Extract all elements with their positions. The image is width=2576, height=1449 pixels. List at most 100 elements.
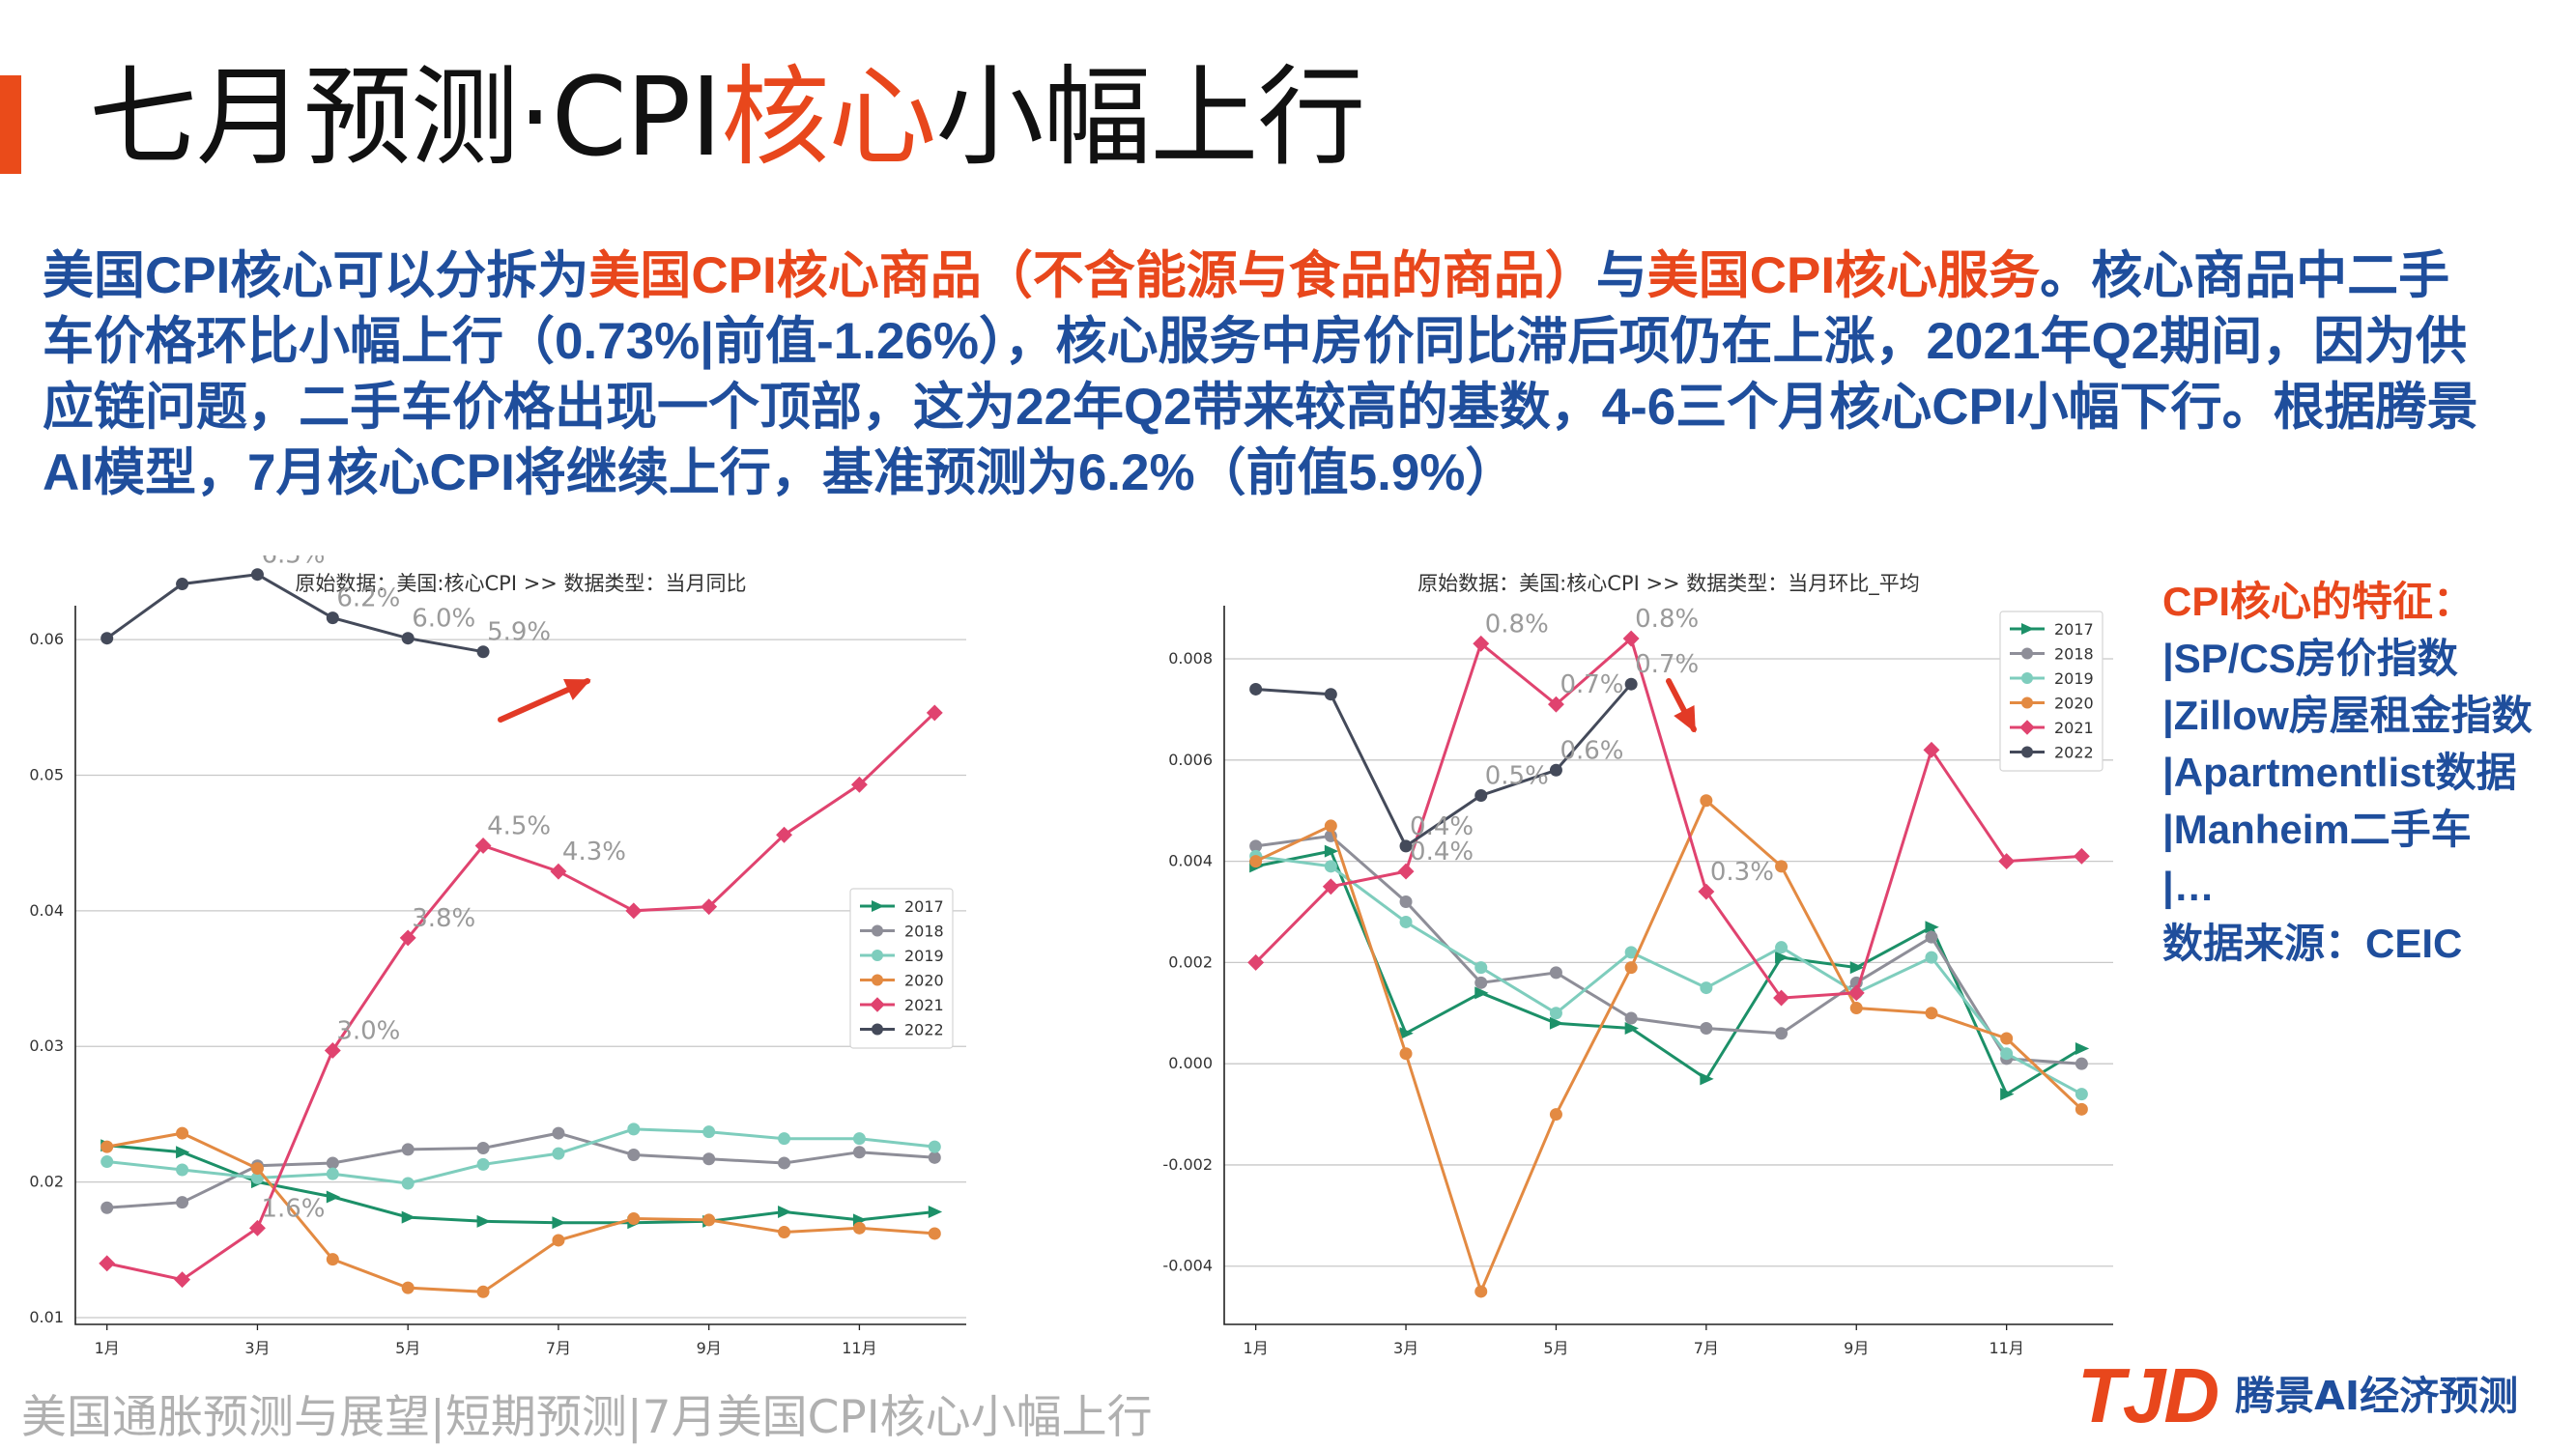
data-point — [326, 611, 339, 625]
data-point — [852, 1221, 866, 1235]
series-line — [106, 1131, 935, 1293]
trend-arrow — [498, 678, 591, 723]
data-point — [928, 1140, 941, 1153]
x-tick-label: 7月 — [1694, 1339, 1719, 1357]
data-point — [250, 1171, 264, 1184]
data-point — [401, 1210, 415, 1224]
data-point — [702, 1152, 716, 1166]
data-point — [850, 776, 868, 793]
legend-marker — [2019, 720, 2035, 735]
data-point — [1775, 1027, 1789, 1040]
data-point — [1549, 966, 1562, 980]
legend-label: 2022 — [904, 1021, 944, 1039]
data-label: 4.3% — [562, 838, 626, 867]
legend-item: 2022 — [2010, 744, 2094, 762]
legend-item: 2019 — [2010, 669, 2094, 688]
data-point — [1624, 1011, 1638, 1025]
data-label: 0.4% — [1410, 812, 1474, 841]
data-label: 0.4% — [1410, 838, 1474, 867]
x-tick-label: 5月 — [395, 1339, 420, 1357]
data-point — [476, 645, 490, 659]
legend-label: 2018 — [904, 923, 944, 941]
legend-label: 2017 — [2054, 620, 2094, 639]
series-2019 — [100, 1122, 941, 1190]
data-point — [250, 568, 264, 582]
data-point — [1923, 741, 1940, 758]
legend-marker — [2021, 623, 2035, 635]
data-point — [1775, 951, 1789, 964]
y-tick-label: 0.002 — [1168, 952, 1213, 971]
y-tick-label: -0.004 — [1162, 1257, 1213, 1275]
legend-label: 2022 — [2054, 744, 2094, 762]
data-point — [1624, 946, 1638, 959]
data-point — [176, 578, 189, 591]
data-point — [1700, 1021, 1713, 1035]
series-line — [105, 573, 484, 654]
axes — [1223, 606, 2113, 1325]
data-point — [1474, 986, 1489, 1000]
x-tick-label: 7月 — [546, 1339, 571, 1357]
chart-svg: 原始数据：美国:核心CPI >> 数据类型：当月环比_平均 -0.004 -0.00… — [1162, 572, 2113, 1357]
series-line — [1255, 683, 1633, 849]
data-point — [1775, 941, 1789, 954]
legend-label: 2021 — [904, 996, 944, 1014]
series-2022 — [100, 568, 490, 659]
data-point — [928, 1205, 943, 1218]
data-point — [401, 1143, 415, 1156]
data-point — [174, 1271, 191, 1289]
intro-part-1: 美国CPI核心可以分拆为 — [43, 247, 589, 304]
data-point — [176, 1196, 189, 1209]
data-point — [552, 1216, 566, 1230]
data-label: 5.9% — [487, 618, 551, 647]
data-point — [474, 838, 492, 854]
series-line — [106, 711, 936, 1282]
series-line — [1255, 854, 2083, 1095]
legend-item: 2022 — [860, 1021, 944, 1039]
legend-item: 2021 — [2010, 719, 2094, 737]
data-point — [1700, 794, 1713, 808]
data-point — [1399, 915, 1413, 928]
data-point — [2000, 1047, 2014, 1061]
data-point — [1622, 630, 1640, 647]
data-point — [1399, 895, 1413, 909]
data-point — [100, 1155, 114, 1169]
x-tick-label: 3月 — [244, 1339, 270, 1357]
legend-label: 2020 — [2054, 695, 2094, 713]
data-point — [550, 863, 567, 880]
x-tick-label: 3月 — [1393, 1339, 1418, 1357]
data-label: 3.0% — [336, 1016, 400, 1045]
yoy-chart: 原始数据：美国:核心CPI >> 数据类型：当月同比 0.01 0.02 0.03 0.… — [0, 555, 976, 1381]
data-point — [2075, 1057, 2088, 1070]
data-point — [1247, 953, 1265, 971]
data-point — [1249, 855, 1263, 868]
legend-label: 2019 — [2054, 669, 2094, 688]
data-point — [401, 632, 415, 645]
x-tick-label: 9月 — [1844, 1339, 1869, 1357]
data-point — [1624, 961, 1638, 975]
legend-marker — [2021, 672, 2033, 684]
x-tick-label: 5月 — [1543, 1339, 1568, 1357]
data-point — [852, 1146, 866, 1159]
intro-part-2: 与 — [1595, 247, 1647, 304]
series-2020 — [100, 1126, 941, 1298]
title-suffix: 小幅上行 — [935, 55, 1365, 181]
title-accent-bar — [0, 75, 21, 174]
data-source: 数据来源：CEIC — [2162, 921, 2463, 966]
data-point — [100, 1140, 114, 1153]
x-tick-label: 1月 — [1244, 1339, 1269, 1357]
chart-svg: 原始数据：美国:核心CPI >> 数据类型：当月同比 0.01 0.02 0.03 0.… — [29, 555, 966, 1357]
data-point — [1849, 961, 1865, 975]
data-point — [399, 929, 416, 947]
data-label: 0.6% — [1560, 736, 1623, 765]
chart-legend: 2017 2018 2019 2020 2021 2022 — [1999, 611, 2104, 772]
series-2019 — [1249, 849, 2088, 1101]
data-point — [1775, 860, 1789, 873]
data-label: 4.5% — [487, 811, 551, 840]
data-point — [1998, 853, 2016, 870]
data-point — [625, 902, 643, 920]
legend-marker — [2021, 746, 2033, 758]
data-point — [176, 1146, 190, 1159]
data-point — [928, 1227, 941, 1240]
data-point — [476, 1285, 490, 1298]
y-tick-label: 0.06 — [29, 630, 64, 648]
